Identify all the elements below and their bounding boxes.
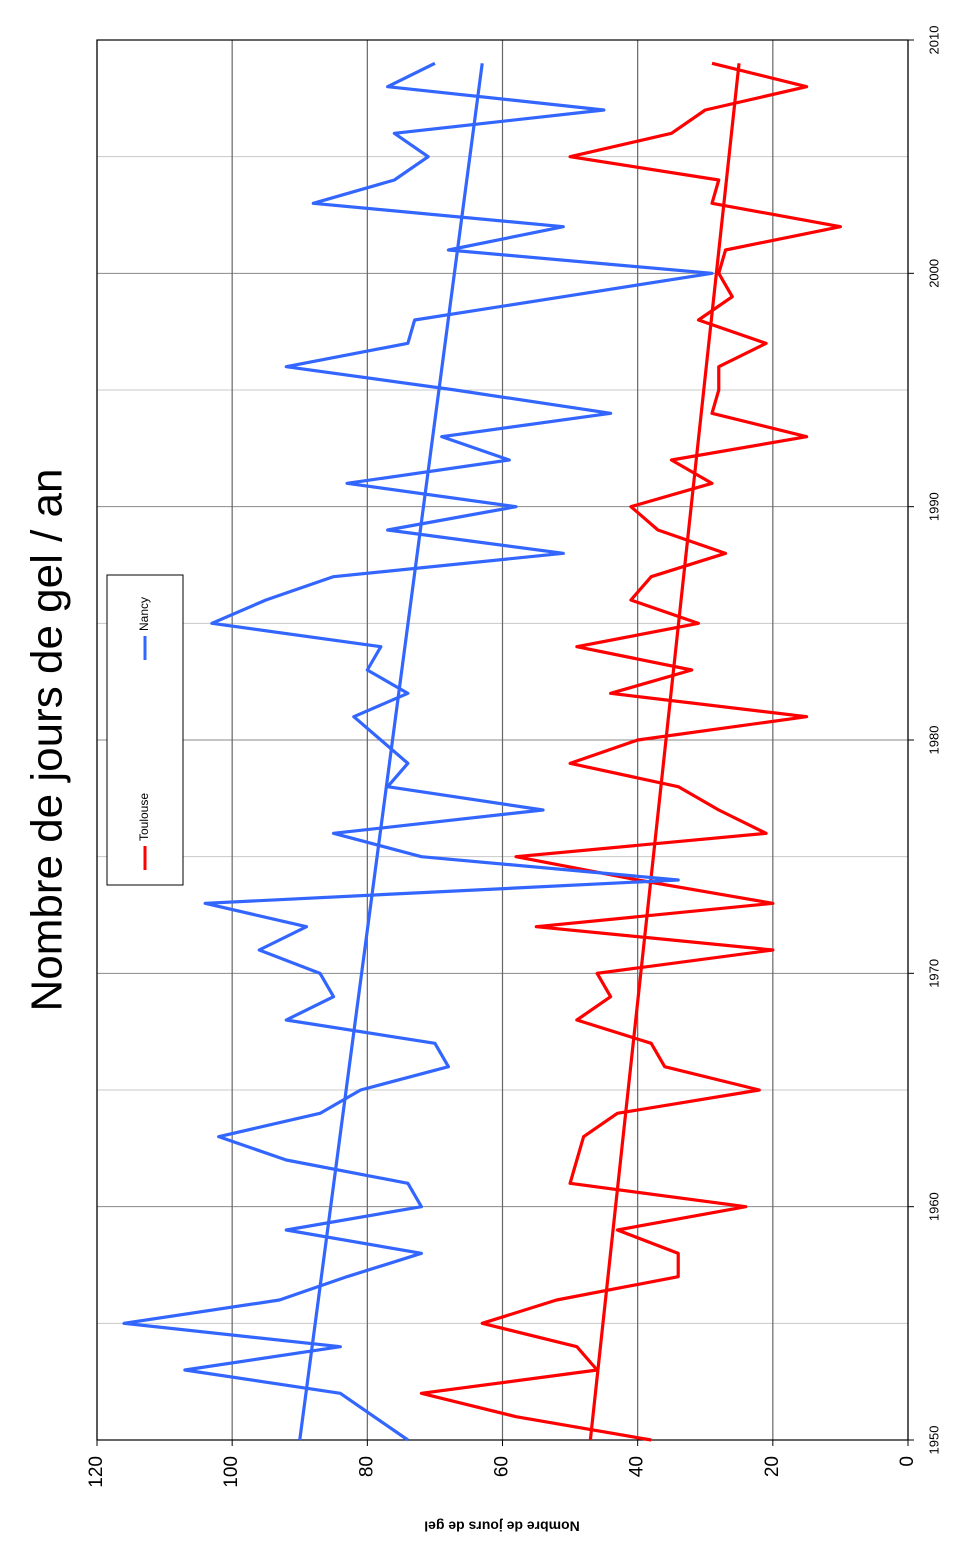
legend-box [106,574,184,886]
chart-title: Nombre de jours de gel / an [23,469,72,1012]
series-line [419,61,843,1442]
x-tick-label: 1980 [926,726,941,755]
y-tick-label: 0 [897,1456,918,1467]
rotated-chart: Nombre de jours de gel / an Nombre de jo… [23,26,942,1535]
legend-label: Nancy [137,597,151,631]
y-tick-label: 80 [356,1456,377,1477]
x-tick-label: 2010 [926,26,941,55]
x-tick-label: 1990 [926,492,941,521]
plot-frame [96,39,909,1441]
x-tick-label: 1960 [926,1192,941,1221]
x-tick-label: 2000 [926,259,941,288]
series-line [122,61,714,1442]
y-tick-label: 60 [492,1456,513,1477]
x-tick-label: 1970 [926,959,941,988]
trend-line [298,63,484,1441]
y-tick-label: 100 [221,1456,242,1488]
y-tick-label: 20 [762,1456,783,1477]
legend-label: Toulouse [137,793,151,841]
y-tick-label: 120 [86,1456,107,1488]
y-tick-label: 40 [627,1456,648,1477]
trend-line [588,63,741,1441]
y-axis-label: Nombre de jours de gel [424,1518,580,1534]
x-tick-label: 1950 [926,1426,941,1455]
